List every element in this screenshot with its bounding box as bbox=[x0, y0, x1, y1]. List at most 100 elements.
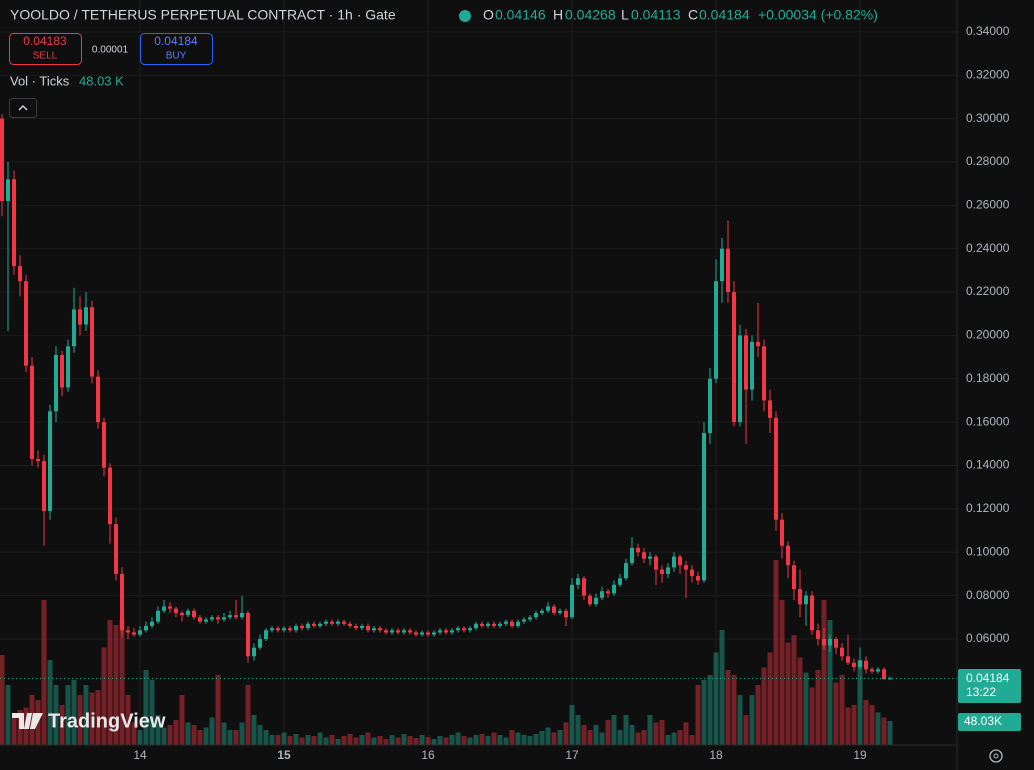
candle-body bbox=[546, 606, 550, 611]
x-tick-label: 18 bbox=[709, 748, 723, 762]
buy-label[interactable]: BUY bbox=[166, 51, 187, 62]
volume-bar bbox=[839, 675, 845, 745]
volume-bar bbox=[59, 705, 65, 745]
ohlc-change: +0.00034 (+0.82%) bbox=[758, 7, 878, 23]
candle-body bbox=[186, 610, 190, 616]
volume-bar bbox=[197, 730, 203, 745]
candle-body bbox=[444, 630, 448, 633]
buy-button[interactable]: 0.04184 BUY bbox=[140, 33, 213, 65]
volume-bar bbox=[545, 727, 551, 745]
candle-body bbox=[252, 647, 256, 657]
sell-box[interactable] bbox=[9, 33, 82, 65]
volume-bar bbox=[821, 600, 827, 745]
collapse-box[interactable] bbox=[9, 98, 37, 118]
volume-bar bbox=[875, 712, 881, 745]
y-tick-label: 0.12000 bbox=[966, 501, 1010, 515]
volume-bar bbox=[119, 620, 125, 745]
buy-box[interactable] bbox=[140, 33, 213, 65]
candle-body bbox=[486, 623, 490, 626]
collapse-icon[interactable] bbox=[18, 105, 28, 111]
volume-bar bbox=[845, 707, 851, 745]
ohlc-close: 0.04184 bbox=[699, 7, 750, 23]
candle-body bbox=[528, 617, 532, 620]
candle-body bbox=[564, 610, 568, 618]
volume-bar bbox=[11, 717, 17, 745]
volume-bar bbox=[611, 715, 617, 745]
volume-bar bbox=[167, 725, 173, 745]
candle-body bbox=[18, 266, 22, 282]
candle-body bbox=[414, 632, 418, 635]
sell-label[interactable]: SELL bbox=[33, 51, 58, 62]
candle-body bbox=[756, 341, 760, 347]
candle-body bbox=[270, 628, 274, 631]
candle-body bbox=[810, 595, 814, 631]
candle-body bbox=[6, 179, 10, 201]
volume-bar bbox=[281, 732, 287, 745]
candle-body bbox=[732, 292, 736, 423]
candle-body bbox=[852, 662, 856, 668]
x-tick-label: 16 bbox=[421, 748, 435, 762]
settings-icon-core[interactable] bbox=[993, 753, 999, 759]
logo-text: TradingView bbox=[48, 710, 166, 732]
volume-bar bbox=[431, 739, 437, 745]
candle-body bbox=[480, 623, 484, 626]
volume-bar bbox=[527, 736, 533, 745]
y-tick-label: 0.14000 bbox=[966, 458, 1010, 472]
axes: 0.06000 0.08000 0.10000 0.12000 0.14000 0.160… bbox=[133, 24, 1009, 762]
volume-bar bbox=[377, 736, 383, 745]
volume-bar bbox=[629, 725, 635, 745]
volume-bar bbox=[107, 620, 113, 745]
settings-button[interactable] bbox=[989, 749, 1003, 763]
volume-bar bbox=[401, 734, 407, 745]
candle-body bbox=[102, 422, 106, 468]
volume-bar bbox=[599, 732, 605, 745]
candle-body bbox=[300, 625, 304, 629]
candle-body bbox=[768, 400, 772, 418]
y-tick-label: 0.28000 bbox=[966, 154, 1010, 168]
candle-body bbox=[828, 638, 832, 646]
volume-bar bbox=[863, 700, 869, 745]
x-tick-label: 17 bbox=[565, 748, 579, 762]
volume-bar bbox=[815, 670, 821, 745]
volume-bar bbox=[587, 730, 593, 745]
candle-body bbox=[258, 638, 262, 648]
volume-bar bbox=[695, 685, 701, 745]
candle-body bbox=[372, 628, 376, 631]
candle-body bbox=[96, 376, 100, 423]
candle-body bbox=[840, 647, 844, 657]
collapse-button[interactable] bbox=[9, 98, 37, 118]
y-tick-label: 0.16000 bbox=[966, 414, 1010, 428]
volume-bar bbox=[521, 735, 527, 745]
candle-body bbox=[792, 565, 796, 590]
volume-bar bbox=[725, 670, 731, 745]
candle-body bbox=[642, 552, 646, 559]
candle-body bbox=[870, 669, 874, 672]
candle-body bbox=[834, 638, 838, 648]
settings-icon[interactable] bbox=[989, 749, 1003, 763]
candle-body bbox=[384, 630, 388, 633]
volume-bar bbox=[479, 734, 485, 745]
candle-body bbox=[660, 569, 664, 574]
volume-bar bbox=[491, 732, 497, 745]
candle-body bbox=[858, 660, 862, 668]
candle-body bbox=[144, 625, 148, 631]
volume-legend-label: Vol · Ticks bbox=[10, 73, 70, 88]
candle-body bbox=[432, 632, 436, 635]
buy-price[interactable]: 0.04184 bbox=[154, 34, 198, 48]
candle-body bbox=[450, 630, 454, 633]
volume-bar bbox=[533, 734, 539, 745]
volume-bar bbox=[869, 705, 875, 745]
volume-bar bbox=[677, 730, 683, 745]
volume-bar bbox=[101, 647, 107, 745]
volume-bar bbox=[419, 735, 425, 745]
candle-body bbox=[630, 547, 634, 564]
candle-body bbox=[234, 615, 238, 618]
volume-bar bbox=[803, 672, 809, 745]
candle-body bbox=[210, 617, 214, 620]
volume-badge bbox=[958, 713, 1021, 731]
sell-price[interactable]: 0.04183 bbox=[23, 34, 67, 48]
sell-button[interactable]: 0.04183 SELL bbox=[9, 33, 82, 65]
candle-body bbox=[288, 628, 292, 631]
volume-bar bbox=[161, 727, 167, 745]
candle-body bbox=[690, 569, 694, 577]
